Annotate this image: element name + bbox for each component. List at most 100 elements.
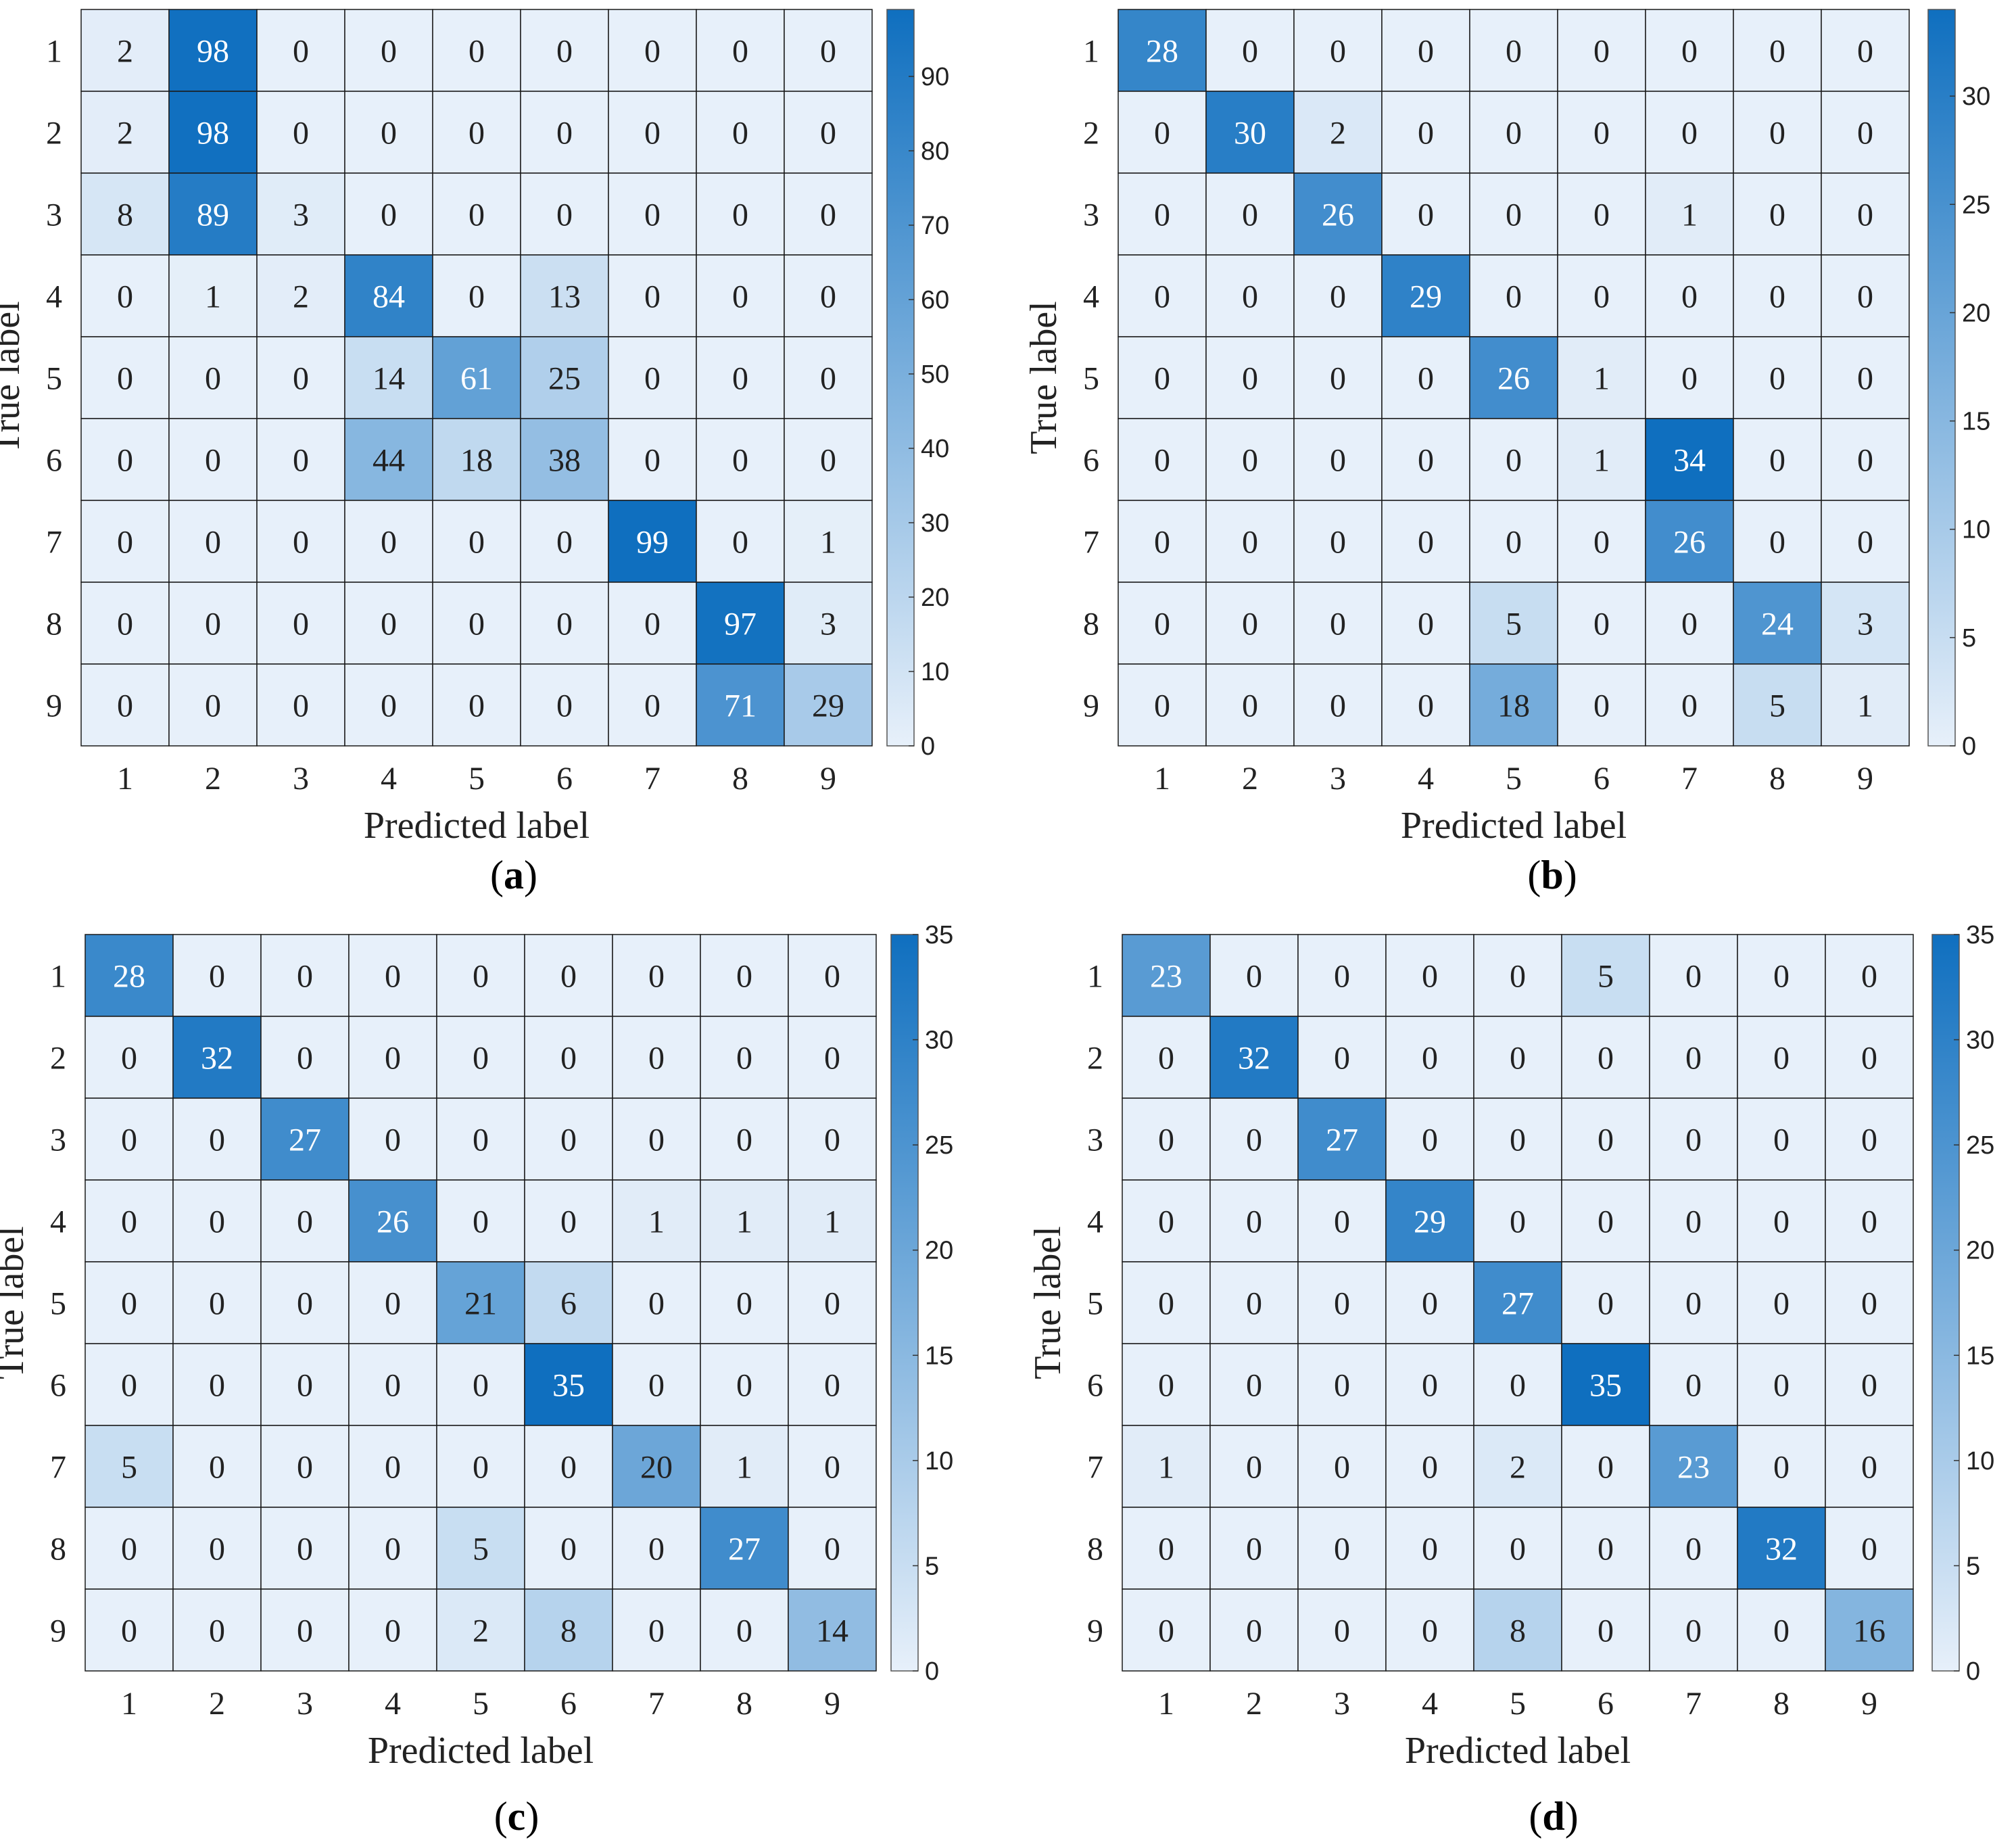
colorbar-tick-label: 35 bbox=[1966, 921, 1994, 949]
cell-value-r8-c3: 0 bbox=[1334, 1532, 1350, 1567]
cell-value-r8-c1: 0 bbox=[1154, 607, 1170, 642]
cell-r5-c3 bbox=[256, 336, 345, 419]
cell-value-r6-c3: 0 bbox=[1330, 443, 1346, 479]
cell-value-r6-c5: 0 bbox=[1506, 443, 1522, 479]
x-axis-label: Predicted label bbox=[1401, 805, 1627, 847]
cell-r5-c5 bbox=[436, 1261, 525, 1344]
cell-r2-c7 bbox=[612, 1016, 701, 1099]
cell-value-r7-c9: 0 bbox=[1861, 1450, 1877, 1486]
cell-value-r2-c4: 0 bbox=[1418, 116, 1434, 151]
cell-value-r2-c2: 32 bbox=[201, 1041, 233, 1077]
cell-value-r6-c3: 0 bbox=[293, 443, 309, 479]
cell-r9-c1 bbox=[1118, 663, 1207, 747]
cell-r9-c1 bbox=[80, 663, 170, 747]
cell-value-r6-c8: 0 bbox=[1773, 1368, 1790, 1404]
y-tick-label: 2 bbox=[46, 116, 62, 151]
cell-r1-c3 bbox=[1297, 934, 1387, 1017]
cell-value-r1-c7: 0 bbox=[1685, 959, 1702, 995]
cell-value-r5-c8: 0 bbox=[1773, 1286, 1790, 1322]
cell-value-r9-c1: 0 bbox=[1154, 688, 1170, 724]
cell-value-r1-c8: 0 bbox=[732, 34, 748, 70]
cell-value-r6-c2: 0 bbox=[1242, 443, 1258, 479]
cell-r6-c3 bbox=[260, 1343, 350, 1426]
colorbar-tick-label: 70 bbox=[921, 212, 949, 240]
cell-value-r4-c5: 0 bbox=[1506, 279, 1522, 315]
cell-value-r9-c8: 71 bbox=[724, 688, 757, 724]
colorbar-tick-label: 20 bbox=[1966, 1237, 1994, 1265]
colorbar-tick-label: 20 bbox=[925, 1237, 953, 1265]
y-tick-label: 6 bbox=[1083, 443, 1099, 479]
cell-value-r3-c7: 0 bbox=[644, 197, 661, 233]
y-tick-label: 5 bbox=[50, 1286, 66, 1322]
cell-value-r1-c3: 0 bbox=[1330, 34, 1346, 70]
cell-r5-c4 bbox=[1381, 336, 1470, 419]
cell-r2-c1 bbox=[1122, 1016, 1211, 1099]
cell-r4-c7 bbox=[608, 254, 697, 337]
cell-r2-c2 bbox=[168, 91, 258, 174]
cell-r5-c1 bbox=[1118, 336, 1207, 419]
cell-value-r9-c5: 18 bbox=[1497, 688, 1530, 724]
cell-r9-c1 bbox=[1122, 1588, 1211, 1672]
cell-r1-c9 bbox=[784, 9, 873, 92]
cell-value-r3-c9: 0 bbox=[820, 197, 836, 233]
cell-r7-c1 bbox=[1122, 1425, 1211, 1508]
cell-r6-c7 bbox=[1645, 418, 1734, 501]
cell-value-r8-c3: 0 bbox=[1330, 607, 1346, 642]
cell-value-r7-c9: 0 bbox=[824, 1450, 840, 1486]
cell-value-r1-c1: 28 bbox=[113, 959, 145, 995]
cell-value-r1-c6: 0 bbox=[556, 34, 573, 70]
colorbar-tick-label: 90 bbox=[921, 63, 949, 91]
cell-r3-c9 bbox=[784, 172, 873, 256]
cell-r9-c4 bbox=[348, 1588, 437, 1672]
cell-r9-c2 bbox=[172, 1588, 262, 1672]
cell-value-r6-c4: 0 bbox=[385, 1368, 401, 1404]
y-tick-label: 3 bbox=[46, 197, 62, 233]
cell-value-r9-c9: 29 bbox=[812, 688, 844, 724]
cell-r7-c2 bbox=[1209, 1425, 1299, 1508]
cell-value-r3-c1: 0 bbox=[121, 1123, 137, 1158]
panel-caption: (b) bbox=[1527, 853, 1577, 897]
cell-value-r4-c8: 0 bbox=[732, 279, 748, 315]
x-tick-label: 7 bbox=[644, 761, 661, 797]
x-tick-label: 8 bbox=[736, 1686, 752, 1722]
cell-value-r2-c2: 30 bbox=[1234, 116, 1266, 151]
cell-value-r4-c9: 0 bbox=[1857, 279, 1873, 315]
cell-value-r5-c2: 0 bbox=[1242, 361, 1258, 397]
cell-value-r5-c9: 0 bbox=[824, 1286, 840, 1322]
cell-value-r8-c4: 0 bbox=[385, 1532, 401, 1567]
cell-value-r2-c8: 0 bbox=[732, 116, 748, 151]
cell-r2-c6 bbox=[1561, 1016, 1650, 1099]
colorbar-tick-label: 30 bbox=[925, 1026, 953, 1055]
cell-r5-c3 bbox=[1293, 336, 1383, 419]
cell-r5-c8 bbox=[700, 1261, 789, 1344]
y-tick-label: 1 bbox=[50, 959, 66, 995]
cell-value-r8-c2: 0 bbox=[205, 607, 221, 642]
cell-value-r3-c8: 0 bbox=[736, 1123, 752, 1158]
cell-r8-c4 bbox=[344, 582, 433, 665]
colorbar-tick-label: 5 bbox=[1962, 624, 1976, 653]
cell-value-r1-c8: 0 bbox=[736, 959, 752, 995]
cell-r7-c8 bbox=[1733, 500, 1822, 583]
cell-r2-c2 bbox=[1209, 1016, 1299, 1099]
cell-value-r3-c6: 0 bbox=[560, 1123, 577, 1158]
cell-r9-c7 bbox=[1645, 663, 1734, 747]
cell-value-r7-c6: 0 bbox=[1593, 525, 1610, 561]
cell-value-r3-c8: 0 bbox=[1773, 1123, 1790, 1158]
cell-r4-c5 bbox=[432, 254, 521, 337]
cell-value-r8-c6: 0 bbox=[560, 1532, 577, 1567]
cell-value-r3-c7: 1 bbox=[1681, 197, 1698, 233]
cell-r6-c6 bbox=[524, 1343, 613, 1426]
cell-r9-c9 bbox=[1821, 663, 1910, 747]
cell-r4-c7 bbox=[1649, 1179, 1738, 1262]
cell-value-r7-c7: 26 bbox=[1673, 525, 1706, 561]
cell-r1-c1 bbox=[1118, 9, 1207, 92]
cell-r1-c3 bbox=[1293, 9, 1383, 92]
cell-value-r8-c8: 27 bbox=[728, 1532, 761, 1567]
cell-value-r2-c5: 0 bbox=[473, 1041, 489, 1077]
cell-value-r6-c7: 0 bbox=[644, 443, 661, 479]
y-tick-label: 4 bbox=[46, 279, 62, 315]
cell-value-r7-c7: 23 bbox=[1677, 1450, 1710, 1486]
colorbar bbox=[1927, 9, 1956, 747]
cell-value-r6-c7: 34 bbox=[1673, 443, 1706, 479]
y-tick-label: 5 bbox=[1083, 361, 1099, 397]
